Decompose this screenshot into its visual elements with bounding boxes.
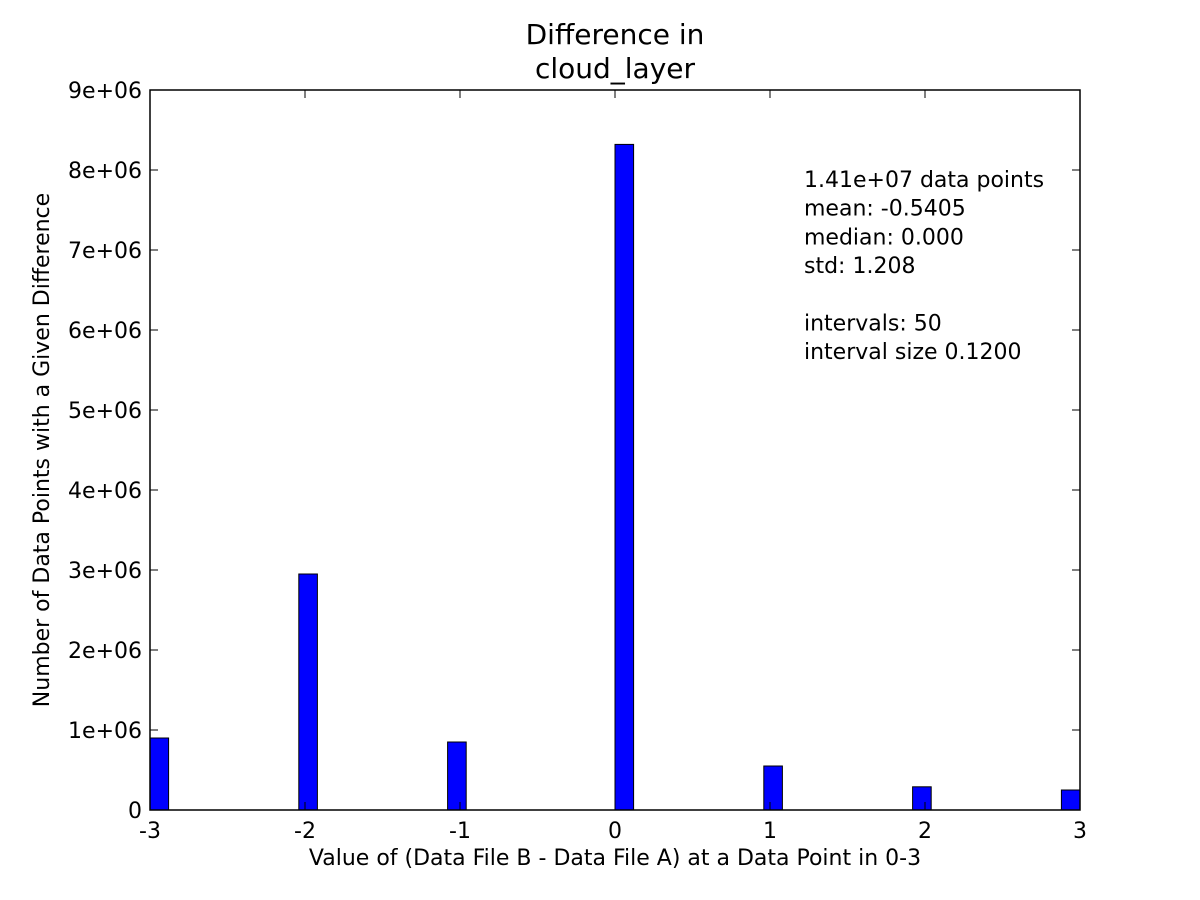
axis-tick-labels: -3 -2 -1 0 1 2 3 0 1e+06 2e+06 3e+06 4e+06 5e+06 6e+0… <box>68 79 1087 844</box>
x-tick-label-1: -2 <box>294 819 316 844</box>
histogram-bar-2 <box>447 741 467 811</box>
x-tick-label-3: 0 <box>608 819 622 844</box>
axis-ticks <box>149 89 1081 811</box>
y-tick-label-4: 4e+06 <box>68 479 142 504</box>
chart-title-line-1: Difference in <box>526 18 705 51</box>
stats-line-6: interval size 0.1200 <box>804 340 1022 365</box>
stats-line-2: median: 0.000 <box>804 225 964 250</box>
chart-title: Difference in cloud_layer <box>526 18 705 85</box>
y-tick-label-0: 0 <box>128 799 142 824</box>
y-tick-label-6: 6e+06 <box>68 319 142 344</box>
y-tick-label-5: 5e+06 <box>68 399 142 424</box>
histogram-bar-5 <box>912 786 932 811</box>
x-axis-label: Value of (Data File B - Data File A) at … <box>309 846 921 871</box>
x-tick-label-0: -3 <box>139 819 161 844</box>
histogram-bar-4 <box>763 765 783 811</box>
stats-line-3: std: 1.208 <box>804 254 915 279</box>
y-tick-label-2: 2e+06 <box>68 639 142 664</box>
x-tick-label-4: 1 <box>763 819 777 844</box>
stats-annotation: 1.41e+07 data points mean: -0.5405 median:… <box>804 168 1044 365</box>
y-tick-label-1: 1e+06 <box>68 719 142 744</box>
x-tick-label-5: 2 <box>918 819 932 844</box>
histogram-bar-6 <box>1060 789 1081 811</box>
x-tick-label-2: -1 <box>449 819 471 844</box>
x-tick-label-6: 3 <box>1073 819 1087 844</box>
histogram-bar-3 <box>614 143 635 811</box>
stats-line-5: intervals: 50 <box>804 312 942 337</box>
stats-line-0: 1.41e+07 data points <box>804 168 1044 193</box>
y-tick-label-7: 7e+06 <box>68 239 142 264</box>
histogram-bar-0 <box>149 737 170 811</box>
chart-title-line-2: cloud_layer <box>535 52 696 85</box>
y-tick-label-3: 3e+06 <box>68 559 142 584</box>
y-tick-label-9: 9e+06 <box>68 79 142 104</box>
stats-line-1: mean: -0.5405 <box>804 197 966 222</box>
y-tick-label-8: 8e+06 <box>68 159 142 184</box>
bars-group <box>149 143 1081 811</box>
histogram-bar-1 <box>298 573 318 811</box>
y-axis-label: Number of Data Points with a Given Diffe… <box>30 193 55 707</box>
